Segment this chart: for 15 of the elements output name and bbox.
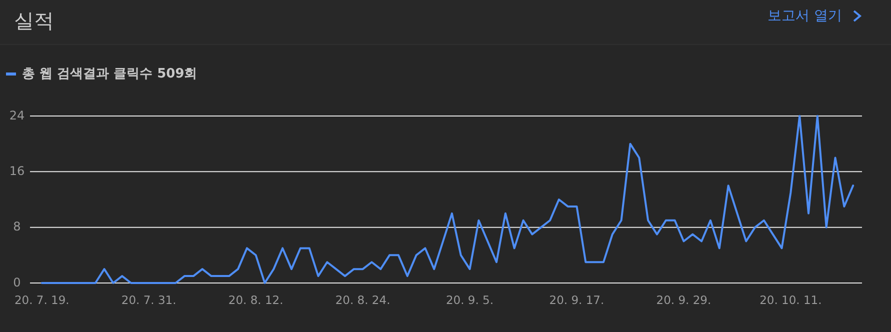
legend-label: 총 웹 검색결과 클릭수 509회 [22,66,198,82]
y-tick-label: 24 [9,108,25,122]
x-tick-label: 20. 7. 31. [121,293,176,308]
title: 실적 [14,8,54,32]
x-tick-label: 20. 10. 11. [760,293,822,308]
x-tick-label: 20. 9. 5. [446,293,494,308]
y-tick-label: 8 [13,220,21,234]
x-tick-label: 20. 7. 19. [14,293,70,308]
x-tick-label: 20. 8. 24. [335,293,390,308]
annotation: 보고서 열기 [768,8,842,24]
y-tick-label: 0 [13,275,21,290]
x-tick-label: 20. 9. 29. [656,293,712,308]
y-tick-label: 16 [9,164,25,178]
x-tick-label: 20. 8. 12. [228,293,284,308]
x-tick-label: 20. 9. 17. [549,293,604,308]
